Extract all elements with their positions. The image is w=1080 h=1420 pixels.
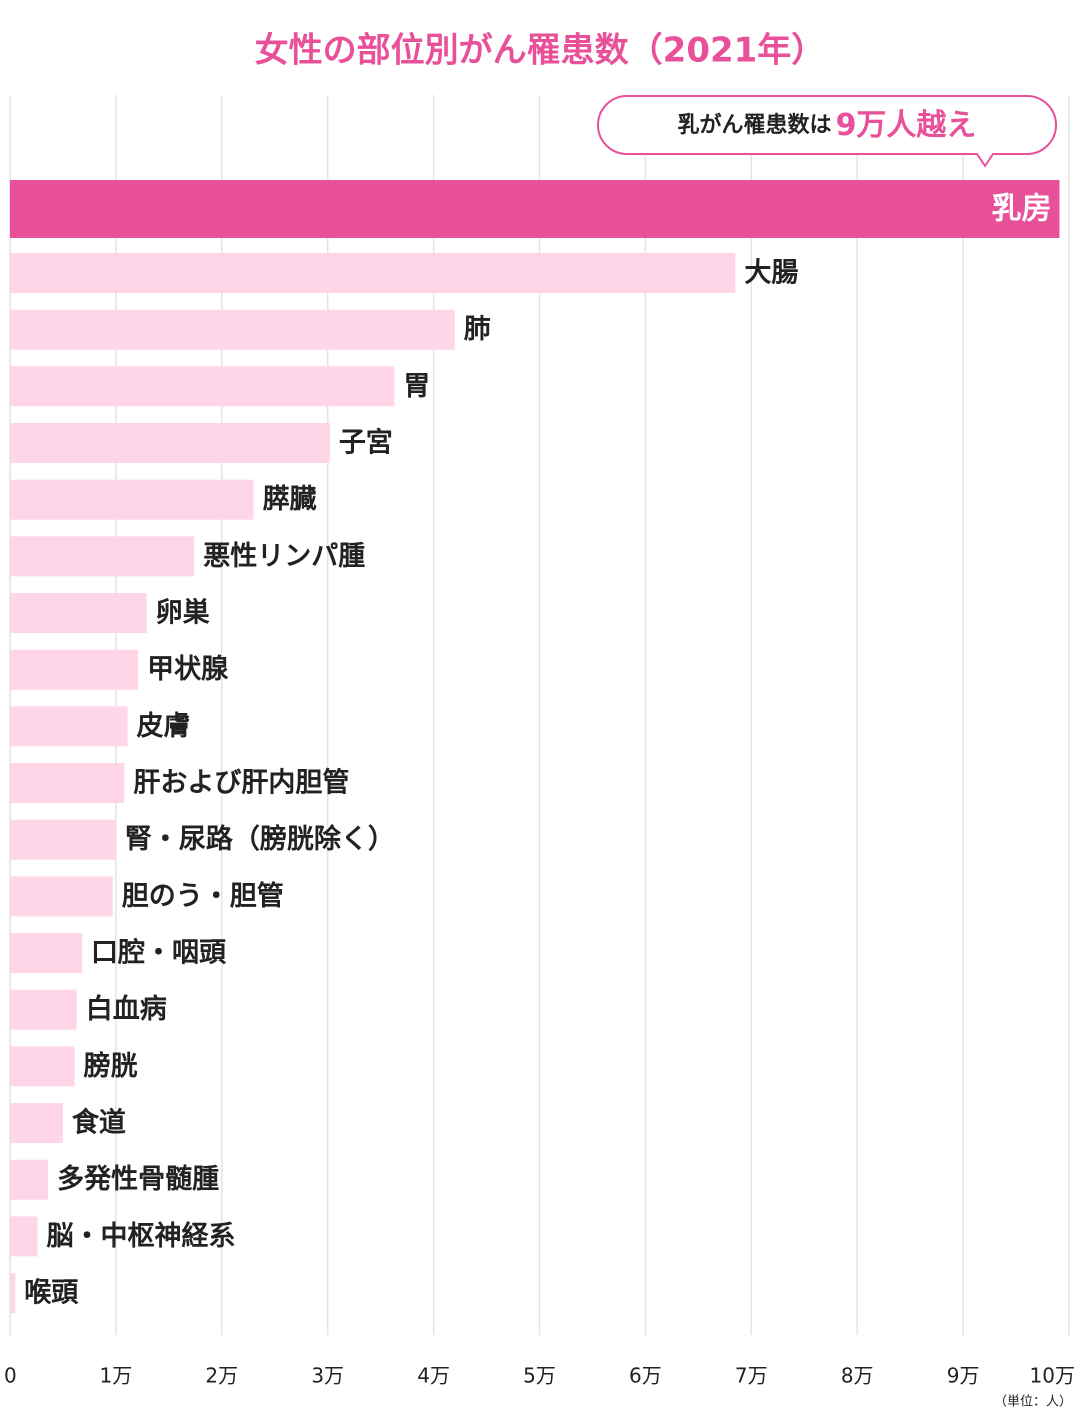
unit-label: （単位：人） — [994, 1394, 1072, 1410]
bar-label: 大腸 — [744, 258, 798, 289]
bar-label: 食道 — [72, 1107, 126, 1139]
bar-label: 甲状腺 — [147, 654, 229, 685]
bar — [10, 1046, 75, 1087]
bar — [10, 253, 736, 293]
bar — [10, 706, 128, 747]
bar-label: 肝および肝内胆管 — [133, 768, 349, 799]
x-tick-label: 1万 — [100, 1364, 133, 1388]
bar — [10, 1216, 38, 1257]
bar — [10, 366, 395, 407]
callout-lead: 乳がん罹患数は — [678, 112, 832, 138]
bar — [10, 423, 330, 464]
x-tick-label: 10万 — [1030, 1364, 1075, 1388]
bar-label: 膀胱 — [83, 1050, 138, 1082]
chart-title: 女性の部位別がん罹患数（2021年） — [255, 31, 826, 71]
bar-label: 口腔・咽頭 — [91, 938, 227, 969]
bar — [10, 649, 139, 690]
bar-label: 喉頭 — [24, 1278, 79, 1309]
callout-highlight: 9万人越え — [836, 108, 977, 143]
x-tick-label: 5万 — [523, 1364, 556, 1388]
callout-bubble — [597, 95, 1057, 168]
x-tick-label: 0 — [4, 1364, 17, 1388]
bar-label: 肺 — [464, 314, 491, 345]
bar — [10, 479, 254, 520]
x-tick-label: 4万 — [417, 1364, 450, 1388]
bar-label: 脳・中枢神経系 — [46, 1220, 236, 1252]
bar-label: 多発性骨髄腫 — [57, 1164, 219, 1195]
callout: 乳がん罹患数は 9万人越え — [597, 95, 1057, 168]
bar-label: 子宮 — [339, 427, 393, 459]
bar — [10, 989, 77, 1030]
bar — [10, 1273, 16, 1314]
x-tick-label: 2万 — [205, 1364, 238, 1388]
grid: 0 1万 2万 3万 4万 5万 6万 7万 8万 9万 10万 — [4, 95, 1075, 1388]
x-tick-label: 8万 — [841, 1364, 874, 1388]
bar-label: 卵巣 — [156, 598, 210, 629]
bar — [10, 180, 1060, 238]
bar-label: 胆のう・胆管 — [122, 881, 284, 912]
x-tick-label: 7万 — [735, 1364, 768, 1388]
bar-label: 白血病 — [86, 993, 167, 1025]
bar — [10, 876, 113, 917]
bar — [10, 593, 147, 634]
bar-label: 皮膚 — [137, 711, 191, 742]
bar-label: 腎・尿路（膀胱除く） — [125, 823, 395, 855]
bar — [10, 309, 455, 350]
bar — [10, 933, 83, 974]
bar — [10, 1159, 49, 1200]
bar-label: 膵臓 — [263, 484, 317, 515]
bar-label: 悪性リンパ腫 — [203, 541, 365, 572]
x-tick-label: 6万 — [629, 1364, 662, 1388]
bar — [10, 536, 195, 577]
bar — [10, 1103, 63, 1144]
bar — [10, 819, 116, 860]
bar — [10, 763, 125, 804]
bars: 乳房大腸肺胃子宮膵臓悪性リンパ腫卵巣甲状腺皮膚肝および肝内胆管腎・尿路（膀胱除く… — [10, 180, 1060, 1314]
bar-label: 乳房 — [991, 192, 1051, 227]
bar-label: 胃 — [403, 371, 430, 402]
x-tick-label: 9万 — [947, 1364, 980, 1388]
callout-text: 乳がん罹患数は 9万人越え — [678, 108, 977, 143]
x-tick-label: 3万 — [311, 1364, 344, 1388]
